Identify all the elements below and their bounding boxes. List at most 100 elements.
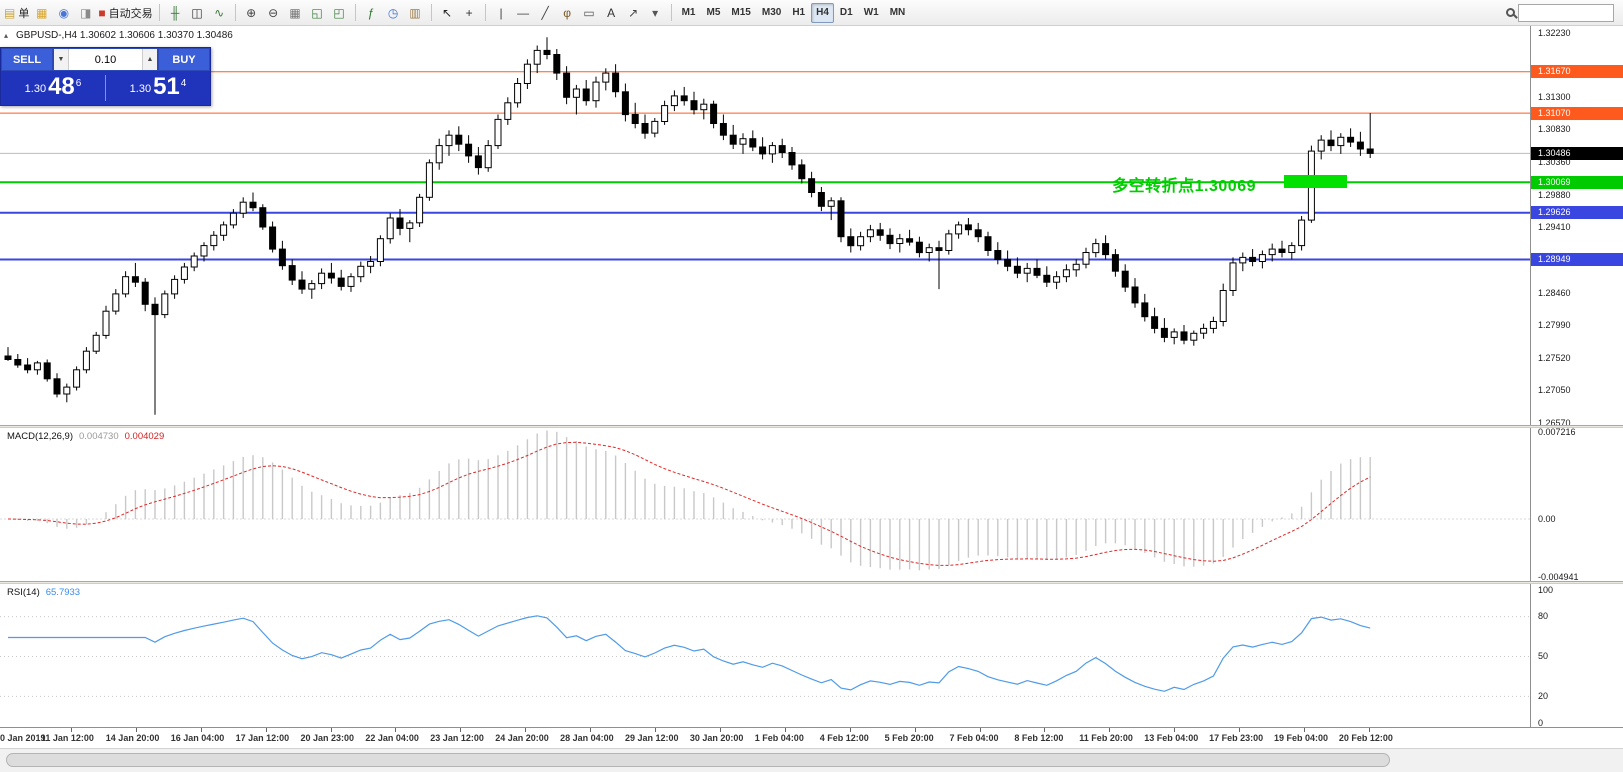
- periods-button[interactable]: ◷: [383, 2, 404, 24]
- zoom-out-button[interactable]: ⊖: [263, 2, 284, 24]
- rsi-panel[interactable]: RSI(14) 65.7933 100 80 50 20 0: [0, 584, 1623, 728]
- terminal-button[interactable]: ◨: [75, 2, 96, 24]
- arrows-button[interactable]: ↗: [623, 2, 644, 24]
- time-axis-tick: [1239, 728, 1241, 732]
- navigator-button[interactable]: ◉: [53, 2, 74, 24]
- chart-annotation-text[interactable]: 多空转折点1.30069: [1112, 178, 1256, 196]
- crosshair-button[interactable]: +: [459, 2, 480, 24]
- time-axis-label: 22 Jan 04:00: [365, 733, 419, 743]
- candles[interactable]: [4, 37, 1374, 415]
- zoom-out-icon: ⊖: [268, 5, 279, 20]
- buy-button[interactable]: BUY: [158, 48, 210, 71]
- vertical-line-button[interactable]: |: [491, 2, 512, 24]
- lot-size-input[interactable]: [69, 49, 142, 70]
- price-chart-canvas[interactable]: [0, 26, 1530, 425]
- lot-increase-button[interactable]: ▲: [142, 49, 157, 70]
- arrange-windows-icon: ◱: [311, 5, 323, 20]
- price-axis-label: 1.30360: [1538, 156, 1571, 167]
- macd-axis: 0.007216 0.00 -0.004941: [1530, 427, 1623, 582]
- horizontal-line-button[interactable]: —: [513, 2, 534, 24]
- bar-chart-button[interactable]: ╫: [165, 2, 186, 24]
- bid-price[interactable]: 1.30 48 6: [1, 74, 105, 102]
- panel-divider[interactable]: [0, 425, 1623, 428]
- ask-price[interactable]: 1.30 51 4: [106, 72, 210, 102]
- macd-histogram: [17, 430, 1371, 571]
- timeframe-m1-button[interactable]: M1: [677, 3, 701, 23]
- toolbar: ▤ 单 ▦ ◉ ◨ ■ 自动交易 ╫ ◫ ∿ ⊕ ⊖ ▦ ◱ ◰ ƒ ◷ ▥ ↖ + | — ╱ φ ▭ A ↗ ▾ M1 M5 M15 M3…: [0, 0, 1623, 26]
- macd-canvas[interactable]: [0, 428, 1530, 581]
- chart-highlight-box[interactable]: [1283, 175, 1347, 189]
- rsi-line: [8, 615, 1371, 692]
- time-axis-label: 20 Feb 12:00: [1338, 733, 1393, 743]
- rsi-axis: 100 80 50 20 0: [1530, 584, 1623, 728]
- arrows-dropdown-button[interactable]: ▾: [645, 2, 666, 24]
- crosshair-icon: +: [465, 5, 473, 20]
- scrollbar-thumb[interactable]: [6, 753, 1390, 767]
- macd-main-value: 0.004730: [79, 431, 119, 442]
- time-axis-tick: [1368, 728, 1370, 732]
- timeframe-d1-button[interactable]: D1: [835, 3, 858, 23]
- timeframe-m30-button[interactable]: M30: [757, 3, 786, 23]
- time-axis-label: 23 Jan 12:00: [430, 733, 484, 743]
- time-axis-tick: [330, 728, 332, 732]
- lot-decrease-button[interactable]: ▼: [54, 49, 69, 70]
- cursor-button[interactable]: ↖: [437, 2, 458, 24]
- indicators-button[interactable]: ƒ: [361, 2, 382, 24]
- cursor-icon: ↖: [442, 5, 453, 20]
- timeframe-w1-button[interactable]: W1: [859, 3, 884, 23]
- arrows-dropdown-icon: ▾: [652, 5, 659, 20]
- tile-windows-icon: ▦: [289, 5, 301, 20]
- time-axis-tick: [655, 728, 656, 732]
- toolbar-separator: [158, 4, 160, 21]
- time-axis-tick: [914, 728, 916, 732]
- ask-big-digits: 51: [153, 72, 180, 100]
- time-axis: 0 Jan 2019 11 Jan 12:00 14 Jan 20:00 16 Jan…: [0, 727, 1623, 748]
- chart-area[interactable]: ▴ GBPUSD-,H4 1.30602 1.30606 1.30370 1.3…: [0, 26, 1623, 428]
- rsi-canvas[interactable]: [0, 584, 1530, 727]
- arrange-windows-button[interactable]: ◱: [307, 2, 328, 24]
- sell-button[interactable]: SELL: [1, 48, 53, 71]
- price-axis-label: 1.31300: [1538, 91, 1571, 102]
- fibonacci-button[interactable]: φ: [557, 2, 578, 24]
- toolbar-separator: [670, 4, 672, 21]
- zoom-in-button[interactable]: ⊕: [241, 2, 262, 24]
- time-axis-tick: [719, 728, 721, 732]
- market-watch-icon: ▦: [36, 5, 48, 20]
- timeframe-h1-button[interactable]: H1: [787, 3, 810, 23]
- rsi-axis-label: 20: [1538, 690, 1549, 701]
- trendline-icon: ╱: [541, 5, 549, 20]
- price-divider: [105, 75, 106, 101]
- timeframe-m15-button[interactable]: M15: [726, 3, 755, 23]
- time-axis-label: 11 Jan 12:00: [40, 733, 94, 743]
- templates-button[interactable]: ▥: [405, 2, 426, 24]
- shapes-button[interactable]: ▭: [579, 2, 600, 24]
- line-chart-icon: ∿: [214, 5, 225, 20]
- search-input[interactable]: [1518, 3, 1614, 22]
- market-watch-button[interactable]: ▦: [31, 2, 52, 24]
- macd-panel[interactable]: MACD(12,26,9) 0.004730 0.004029 0.007216…: [0, 427, 1623, 582]
- bid-prefix: 1.30: [24, 82, 47, 95]
- timeframe-m5-button[interactable]: M5: [702, 3, 726, 23]
- arrows-icon: ↗: [628, 5, 639, 20]
- timeframe-h4-button[interactable]: H4: [811, 2, 834, 23]
- time-axis-label: 16 Jan 04:00: [170, 733, 225, 743]
- indicators-icon: ƒ: [367, 5, 375, 20]
- cascade-windows-button[interactable]: ◰: [329, 2, 350, 24]
- macd-axis-label: 0.00: [1538, 513, 1556, 524]
- panel-divider[interactable]: [0, 581, 1623, 584]
- text-button[interactable]: A: [601, 2, 622, 24]
- trendline-button[interactable]: ╱: [535, 2, 556, 24]
- one-click-toggle-icon[interactable]: ▴: [4, 31, 9, 40]
- new-order-button[interactable]: ▤ 单: [3, 2, 30, 24]
- navigator-icon: ◉: [58, 5, 70, 20]
- line-chart-button[interactable]: ∿: [209, 2, 230, 24]
- timeframe-mn-button[interactable]: MN: [885, 3, 911, 23]
- candlestick-button[interactable]: ◫: [187, 2, 208, 24]
- price-axis: 1.32230 1.31670 1.31300 1.31070 1.30830 1.304…: [1530, 26, 1623, 428]
- terminal-icon: ◨: [80, 5, 92, 20]
- tile-windows-button[interactable]: ▦: [285, 2, 306, 24]
- autotrading-button[interactable]: ■ 自动交易: [97, 2, 153, 24]
- templates-icon: ▥: [409, 5, 421, 20]
- text-icon: A: [607, 5, 616, 20]
